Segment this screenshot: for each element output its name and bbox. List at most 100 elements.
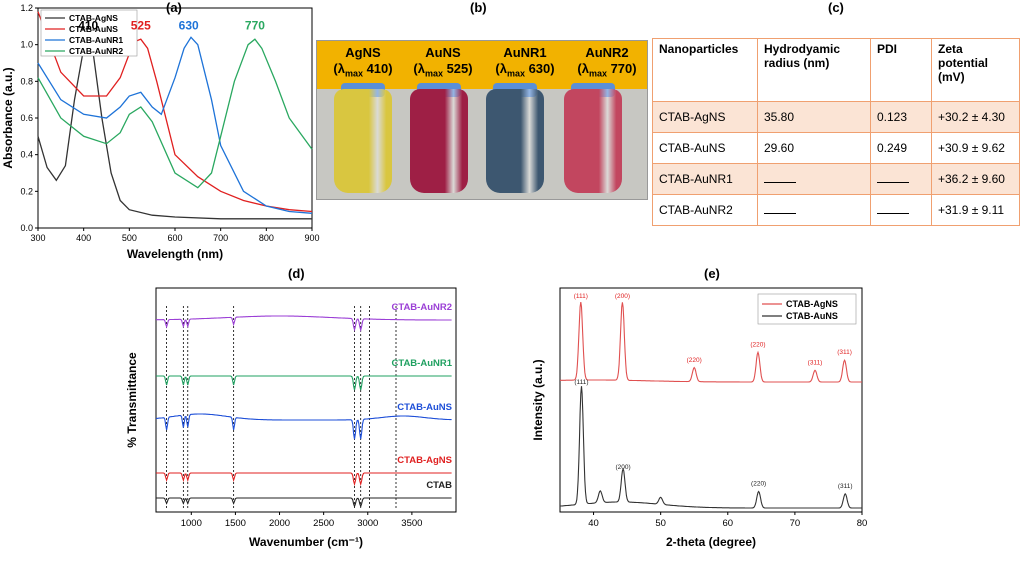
vial <box>334 89 392 193</box>
series-line-CTAB-AuNR1 <box>37 36 313 214</box>
x-tick-label: 1500 <box>225 518 246 529</box>
plot-frame <box>559 287 863 513</box>
x-tick-label: 1000 <box>181 518 202 529</box>
panel-label-d: (d) <box>288 266 305 281</box>
vial-lambda: (λmax 630) <box>485 61 565 82</box>
table-cell: +30.9 ± 9.62 <box>931 132 1020 164</box>
legend-label: CTAB-AgNS <box>786 299 838 309</box>
table-cell: 29.60 <box>757 132 871 164</box>
vial-lambda: (λmax 410) <box>323 61 403 82</box>
table-cell: CTAB-AuNR2 <box>652 194 758 226</box>
series-label: CTAB-AuNS <box>397 402 452 413</box>
peak-label: (200) <box>615 464 630 471</box>
x-tick-label: 70 <box>790 518 801 529</box>
x-tick-label: 40 <box>588 518 599 529</box>
x-tick-label: 3000 <box>357 518 378 529</box>
peak-label: (311) <box>837 349 852 356</box>
panel-label-c: (c) <box>828 0 844 15</box>
x-tick-label: 2500 <box>313 518 334 529</box>
table-cell: 35.80 <box>757 101 871 133</box>
peak-label: 770 <box>245 19 265 33</box>
legend-label: CTAB-AuNS <box>69 24 118 34</box>
table-cell: CTAB-AuNR1 <box>652 163 758 195</box>
y-tick-label: 0.0 <box>20 223 33 233</box>
blank-cell <box>757 194 871 226</box>
vial-name: AuNR1 <box>503 45 547 60</box>
table-row: CTAB-AuNR2 +31.9 ± 9.11 <box>652 194 1020 226</box>
legend-label: CTAB-AgNS <box>69 13 118 23</box>
panel-label-e: (e) <box>704 266 720 281</box>
table-row: CTAB-AgNS 35.80 0.123 +30.2 ± 4.30 <box>652 101 1020 133</box>
x-tick-label: 400 <box>76 233 91 243</box>
vial-photo: AgNS (λmax 410) AuNS (λmax 525) AuNR1 (λmax 6… <box>316 40 648 200</box>
nanoparticle-properties-table: Nanoparticles Hydrodyamic radius (nm) PD… <box>652 38 1020 226</box>
table-cell: +31.9 ± 9.11 <box>931 194 1020 226</box>
legend-label: CTAB-AuNR2 <box>69 46 123 56</box>
x-axis-label: 2-theta (degree) <box>666 535 756 549</box>
series-line-CTAB-AuNR2 <box>37 38 313 189</box>
table-cell: +36.2 ± 9.60 <box>931 163 1020 195</box>
panel-label-b: (b) <box>470 0 487 15</box>
table-row: CTAB-AuNR1 +36.2 ± 9.60 <box>652 163 1020 195</box>
peak-label: 410 <box>78 19 98 33</box>
series-label: CTAB-AuNR1 <box>391 358 452 369</box>
series-label: CTAB <box>426 480 452 491</box>
table-cell: 0.123 <box>870 101 932 133</box>
series-line-CTAB-AgNS <box>156 472 452 487</box>
y-tick-label: 1.2 <box>20 3 33 13</box>
vial-name: AgNS <box>345 45 381 60</box>
series-line-CTAB-AuNS <box>37 11 313 213</box>
y-tick-label: 0.4 <box>20 150 33 160</box>
x-tick-label: 500 <box>122 233 137 243</box>
ftir-chart: 1000 1500 2000 2500 3000 3500 Wavenumber (cm⁻¹… <box>125 287 457 549</box>
y-tick-label: 0.2 <box>20 186 33 196</box>
y-axis-label: % Transmittance <box>125 352 139 448</box>
x-tick-label: 800 <box>259 233 274 243</box>
peak-label: (200) <box>615 293 630 300</box>
y-tick-label: 0.6 <box>20 113 33 123</box>
series-line-CTAB-AuNS <box>155 413 452 440</box>
lambda-subscript: max <box>588 68 607 79</box>
x-tick-label: 600 <box>167 233 182 243</box>
table-cell: CTAB-AgNS <box>652 101 758 133</box>
table-header: PDI <box>870 38 932 102</box>
peak-label: (111) <box>574 293 588 300</box>
lambda-value: 770) <box>606 61 637 76</box>
table-cell: +30.2 ± 4.30 <box>931 101 1020 133</box>
peak-label: (220) <box>751 480 766 487</box>
x-tick-label: 700 <box>213 233 228 243</box>
peak-label: (220) <box>750 341 765 348</box>
lambda-value: 630) <box>524 61 555 76</box>
lambda-subscript: max <box>506 68 525 79</box>
table-header: Hydrodyamic radius (nm) <box>757 38 871 102</box>
table-header: Nanoparticles <box>652 38 758 102</box>
series-line-CTAB-AuNR2 <box>156 315 452 333</box>
peak-label: (311) <box>808 359 823 366</box>
lambda-value: 525) <box>442 61 473 76</box>
vial-lambda: (λmax 770) <box>567 61 647 82</box>
y-tick-label: 0.8 <box>20 76 33 86</box>
x-tick-label: 3500 <box>401 518 422 529</box>
lambda-prefix: (λ <box>413 61 425 76</box>
vial <box>564 89 622 193</box>
series-line-CTAB-AgNS <box>559 302 862 383</box>
table-header-row: Nanoparticles Hydrodyamic radius (nm) PD… <box>652 38 1020 102</box>
x-tick-label: 300 <box>30 233 45 243</box>
lambda-prefix: (λ <box>495 61 507 76</box>
series-line-CTAB-AuNS <box>559 386 862 509</box>
x-tick-label: 900 <box>304 233 319 243</box>
blank-cell <box>757 163 871 195</box>
blank-cell <box>870 194 932 226</box>
vial-label: AgNS (λmax 410) <box>323 45 403 82</box>
peak-label: 630 <box>179 19 199 33</box>
y-tick-label: 1.0 <box>20 40 33 50</box>
vial-name: AuNS <box>425 45 461 60</box>
vial-lambda: (λmax 525) <box>403 61 483 82</box>
vial-label: AuNR1 (λmax 630) <box>485 45 565 82</box>
legend-label: CTAB-AuNR1 <box>69 35 123 45</box>
table-cell: CTAB-AuNS <box>652 132 758 164</box>
table-cell: 0.249 <box>870 132 932 164</box>
table-row: CTAB-AuNS 29.60 0.249 +30.9 ± 9.62 <box>652 132 1020 164</box>
xrd-chart: 40 50 60 70 80 2-theta (degree) Intensity (a.u… <box>531 287 867 549</box>
peak-label: (311) <box>838 483 853 490</box>
